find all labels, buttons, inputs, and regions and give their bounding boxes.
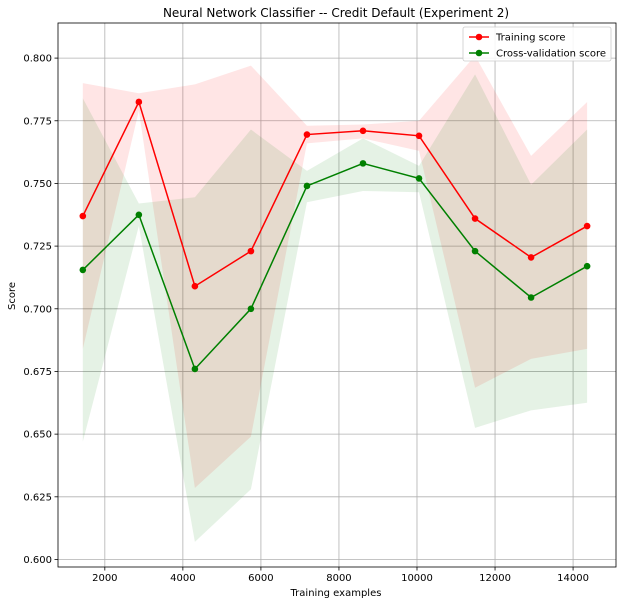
series-1-point bbox=[135, 211, 143, 219]
y-tick-label: 0.650 bbox=[23, 430, 52, 441]
series-0-confidence-band bbox=[82, 55, 588, 489]
series-0-point bbox=[247, 247, 255, 255]
x-tick-label: 14000 bbox=[557, 573, 589, 584]
legend: Training score Cross-validation score bbox=[462, 26, 612, 62]
plot-background bbox=[58, 23, 616, 567]
y-axis-label: Score bbox=[7, 282, 18, 310]
series-0-line bbox=[82, 99, 588, 288]
y-tick-label: 0.625 bbox=[23, 492, 52, 503]
chart-title: Neural Network Classifier -- Credit Defa… bbox=[163, 6, 509, 20]
legend-marker-1 bbox=[475, 49, 483, 57]
series-0-point bbox=[79, 212, 87, 220]
legend-label-1: Cross-validation score bbox=[496, 49, 606, 60]
series-0-point bbox=[415, 132, 423, 140]
series-1-line bbox=[82, 162, 588, 371]
series-1-point bbox=[303, 182, 311, 190]
series-0-point bbox=[191, 282, 199, 290]
y-tick-label: 0.750 bbox=[23, 179, 52, 190]
series-1-point bbox=[191, 365, 199, 373]
x-tick-label: 4000 bbox=[170, 573, 195, 584]
plot-area: 2000 4000 6000 8000 10000 12000 14000 0.600 0.62… bbox=[23, 22, 617, 584]
series-0-point bbox=[135, 98, 143, 106]
series-1-point bbox=[527, 294, 535, 301]
series-0-point bbox=[471, 215, 479, 222]
x-axis-label: Training examples bbox=[290, 588, 382, 599]
series-1-point bbox=[471, 247, 479, 255]
series-1-point bbox=[247, 305, 255, 313]
y-tick-label: 0.600 bbox=[23, 555, 52, 566]
legend-label-0: Training score bbox=[495, 33, 566, 44]
x-tick-label: 12000 bbox=[479, 573, 511, 584]
series-1-point bbox=[359, 160, 367, 167]
series-1-point bbox=[583, 262, 591, 270]
series-0-point bbox=[527, 254, 535, 261]
y-tick-label: 0.700 bbox=[23, 304, 52, 315]
series-0-point bbox=[303, 131, 311, 138]
y-tick-label: 0.775 bbox=[23, 116, 52, 127]
axes-frame bbox=[57, 22, 617, 568]
legend-marker-0 bbox=[475, 33, 483, 41]
series-0-point bbox=[359, 127, 367, 135]
series-1-confidence-band bbox=[82, 74, 588, 542]
y-tick-label: 0.800 bbox=[23, 54, 52, 65]
x-tick-label: 6000 bbox=[248, 573, 273, 584]
x-tick-label: 10000 bbox=[401, 573, 433, 584]
y-tick-label: 0.675 bbox=[23, 367, 52, 378]
x-tick-label: 8000 bbox=[326, 573, 351, 584]
series-1-point bbox=[415, 175, 423, 182]
legend-box bbox=[462, 26, 612, 62]
series-1-point bbox=[79, 266, 87, 274]
x-tick-label: 2000 bbox=[92, 573, 117, 584]
series-0-point bbox=[583, 222, 591, 230]
y-tick-label: 0.725 bbox=[23, 242, 52, 253]
